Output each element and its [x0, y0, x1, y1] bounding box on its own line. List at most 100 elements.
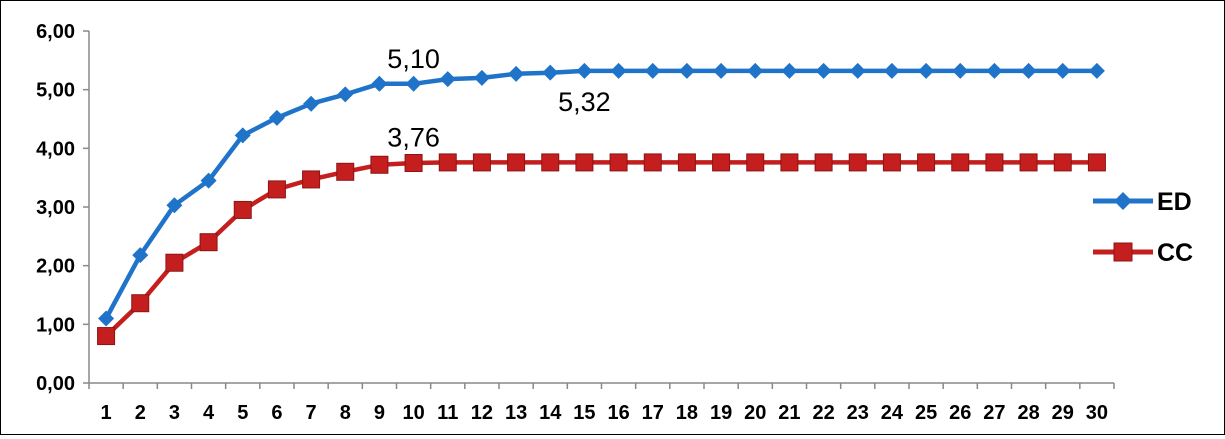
x-tick-label: 9	[374, 402, 385, 424]
data-point-ed	[371, 75, 388, 92]
data-point-ed	[98, 310, 115, 327]
legend-label-ed: ED	[1157, 188, 1192, 216]
data-point-ed	[542, 64, 559, 81]
series-layer	[97, 62, 1106, 346]
data-point-ed	[1088, 62, 1105, 79]
data-point-ed	[883, 62, 900, 79]
data-point-ed	[473, 69, 490, 86]
x-tick-label: 10	[402, 402, 424, 424]
data-point-cc	[609, 153, 628, 172]
data-point-ed	[234, 127, 251, 144]
data-point-cc	[575, 153, 594, 172]
x-tick-label: 1	[101, 402, 112, 424]
x-tick-label: 22	[812, 402, 834, 424]
x-tick-label: 21	[778, 402, 800, 424]
x-tick-label: 29	[1052, 402, 1074, 424]
x-tick-label: 28	[1017, 402, 1039, 424]
data-point-cc	[917, 153, 936, 172]
data-point-cc	[1053, 153, 1072, 172]
data-point-cc	[507, 153, 526, 172]
data-point-cc	[131, 294, 150, 313]
x-tick-label: 25	[915, 402, 937, 424]
x-tick-label: 20	[744, 402, 766, 424]
data-point-cc	[1087, 153, 1106, 172]
data-point-cc	[677, 153, 696, 172]
data-point-cc	[848, 153, 867, 172]
y-axis-ticks: 0,00 1,00 2,00 3,00 4,00 5,00 6,00	[36, 21, 89, 395]
data-point-ed	[713, 62, 730, 79]
data-label: 5,32	[558, 87, 611, 117]
x-tick-label: 7	[306, 402, 317, 424]
x-tick-label: 14	[539, 402, 562, 424]
data-point-ed	[815, 62, 832, 79]
legend-item-cc: CC	[1093, 239, 1193, 267]
data-point-ed	[439, 71, 456, 88]
data-point-cc	[438, 153, 457, 172]
data-label: 3,76	[387, 122, 440, 152]
x-tick-label: 3	[169, 402, 180, 424]
data-point-ed	[986, 62, 1003, 79]
data-point-ed	[952, 62, 969, 79]
data-point-ed	[610, 62, 627, 79]
x-tick-label: 19	[710, 402, 732, 424]
data-point-cc	[1019, 153, 1038, 172]
legend: ED CC	[1093, 188, 1193, 267]
data-point-ed	[268, 109, 285, 126]
data-point-cc	[404, 154, 423, 172]
x-tick-label: 5	[237, 402, 248, 424]
y-tick-label: 2,00	[36, 256, 75, 278]
data-point-ed	[337, 86, 354, 103]
data-point-cc	[199, 233, 218, 252]
data-point-cc	[746, 153, 765, 172]
x-tick-label: 16	[607, 402, 629, 424]
data-point-cc	[97, 327, 116, 346]
data-point-ed	[132, 247, 149, 264]
data-point-ed	[644, 62, 661, 79]
data-point-cc	[780, 153, 799, 172]
data-point-cc	[336, 162, 355, 181]
data-point-ed	[166, 197, 183, 214]
data-point-cc	[165, 253, 184, 272]
data-point-cc	[302, 170, 321, 189]
data-point-ed	[200, 172, 217, 189]
legend-label-cc: CC	[1157, 239, 1193, 267]
x-tick-label: 11	[437, 402, 458, 424]
data-point-ed	[405, 75, 422, 92]
x-tick-label: 13	[505, 402, 527, 424]
x-tick-label: 2	[135, 402, 146, 424]
x-tick-label: 23	[847, 402, 869, 424]
y-tick-label: 0,00	[36, 373, 75, 395]
y-tick-label: 1,00	[36, 314, 75, 336]
data-point-ed	[918, 62, 935, 79]
x-tick-label: 6	[271, 402, 282, 424]
data-point-cc	[233, 200, 252, 219]
legend-marker-cc	[1113, 242, 1133, 262]
data-point-cc	[541, 153, 560, 172]
x-tick-label: 4	[203, 402, 215, 424]
data-point-cc	[882, 153, 901, 172]
y-tick-label: 6,00	[36, 21, 75, 43]
data-point-cc	[951, 153, 970, 172]
legend-item-ed: ED	[1093, 188, 1192, 216]
y-tick-label: 3,00	[36, 197, 75, 219]
annotations: 5,10 5,32 3,76	[387, 44, 610, 153]
data-point-ed	[508, 65, 525, 82]
data-point-cc	[643, 153, 662, 172]
y-tick-label: 5,00	[36, 80, 75, 102]
series-ed	[98, 62, 1105, 327]
data-point-cc	[814, 153, 833, 172]
data-point-ed	[781, 62, 798, 79]
data-point-cc	[712, 153, 731, 172]
legend-marker-ed	[1114, 192, 1132, 210]
x-tick-label: 27	[983, 402, 1005, 424]
data-point-cc	[472, 153, 491, 172]
series-line-cc	[104, 160, 1097, 338]
data-point-cc	[267, 180, 286, 199]
data-point-cc	[370, 155, 389, 174]
data-point-ed	[849, 62, 866, 79]
data-label: 5,10	[387, 44, 440, 74]
x-tick-label: 17	[642, 402, 664, 424]
x-axis-ticks: 1 2 3 4 5 6 7 8 9 10 11 12 13 14 15 16 17 18 19 20 21 22 23 24 2…	[88, 383, 1115, 424]
